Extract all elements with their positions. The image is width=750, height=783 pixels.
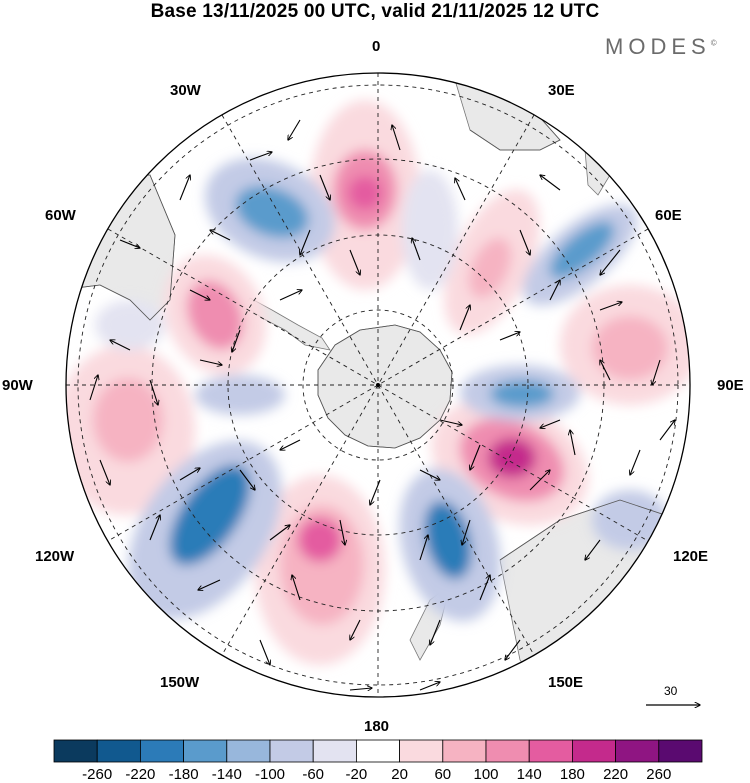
colorbar-tick-label: -220 — [125, 766, 156, 783]
colorbar-swatch — [572, 739, 617, 763]
neg-anomaly-120e — [592, 490, 668, 550]
anomaly-field — [66, 100, 690, 665]
modes-logo: MODES© — [605, 34, 717, 60]
pos-anomaly-100w-core — [93, 378, 163, 462]
label-lon-120w: 120W — [35, 548, 75, 565]
map-title: Base 13/11/2025 00 UTC, valid 21/11/2025… — [150, 1, 600, 22]
colorbar-tick-label: -260 — [82, 766, 113, 783]
colorbar-tick-label: 20 — [391, 766, 408, 783]
pos-anomaly-170w-peak — [298, 518, 342, 562]
colorbar-swatch — [442, 739, 487, 763]
neg-anomaly-15e — [402, 170, 458, 290]
pos-anomaly-0-peak — [348, 176, 382, 210]
colorbar-swatch — [96, 739, 141, 763]
label-lon-30e: 30E — [548, 82, 575, 99]
label-lon-0: 0 — [372, 38, 381, 55]
colorbar-tick-label: 140 — [516, 766, 542, 783]
pos-anomaly-70w-core — [186, 280, 244, 350]
colorbar-swatch — [399, 739, 444, 763]
colorbar-swatch — [53, 739, 98, 763]
label-lon-60w: 60W — [45, 207, 76, 224]
label-lon-150e: 150E — [548, 674, 584, 691]
pos-anomaly-30e-core — [468, 238, 512, 298]
label-lon-90e: 90E — [717, 377, 744, 394]
colorbar-swatch — [312, 739, 357, 763]
colorbar-swatch — [226, 739, 271, 763]
colorbar-tick-label: 100 — [473, 766, 499, 783]
neg-anomaly-95e-core — [490, 380, 554, 408]
label-lon-120e: 120E — [673, 548, 709, 565]
colorbar-tick-label: 180 — [559, 766, 585, 783]
colorbar-tick-label: -60 — [302, 766, 325, 783]
neg-anomaly-80w — [95, 300, 165, 350]
colorbar-tick-label: 220 — [603, 766, 629, 783]
neg-anomaly-80w-b — [195, 375, 285, 415]
colorbar-tick-label: 60 — [434, 766, 452, 783]
colorbar — [53, 739, 703, 763]
map-disk — [66, 73, 690, 697]
colorbar-tick-label: -20 — [345, 766, 368, 783]
label-lon-60e: 60E — [655, 207, 682, 224]
colorbar-swatch — [658, 739, 703, 763]
neg-anomaly-30w-core — [235, 185, 309, 239]
pos-anomaly-110e-peak — [488, 438, 536, 478]
label-lon-150w: 150W — [160, 674, 200, 691]
colorbar-swatch — [485, 739, 530, 763]
map-boundary — [65, 72, 691, 698]
neg-anomaly-150e-core — [424, 500, 472, 580]
neg-anomaly-60e-core — [549, 221, 615, 279]
reference-vector-label: 30 — [664, 684, 678, 698]
colorbar-swatch — [355, 739, 400, 763]
colorbar-swatch — [528, 739, 573, 763]
brand-name: MODES — [605, 34, 711, 59]
label-lon-90w: 90W — [2, 377, 33, 394]
colorbar-swatch — [183, 739, 228, 763]
colorbar-swatch — [615, 739, 660, 763]
label-lon-30w: 30W — [170, 82, 201, 99]
wind-vectors — [89, 119, 675, 690]
colorbar-tick-label: -180 — [168, 766, 199, 783]
neg-anomaly-140w-core — [169, 464, 251, 566]
label-lon-180: 180 — [364, 718, 390, 735]
colorbar-tick-label: -100 — [254, 766, 286, 783]
pos-anomaly-90e-core — [592, 316, 668, 380]
copyright-mark: © — [710, 38, 717, 48]
colorbar-tick-label: -140 — [211, 766, 242, 783]
colorbar-swatch — [269, 739, 314, 763]
colorbar-swatch — [139, 739, 184, 763]
colorbar-tick-label: 260 — [646, 766, 672, 783]
